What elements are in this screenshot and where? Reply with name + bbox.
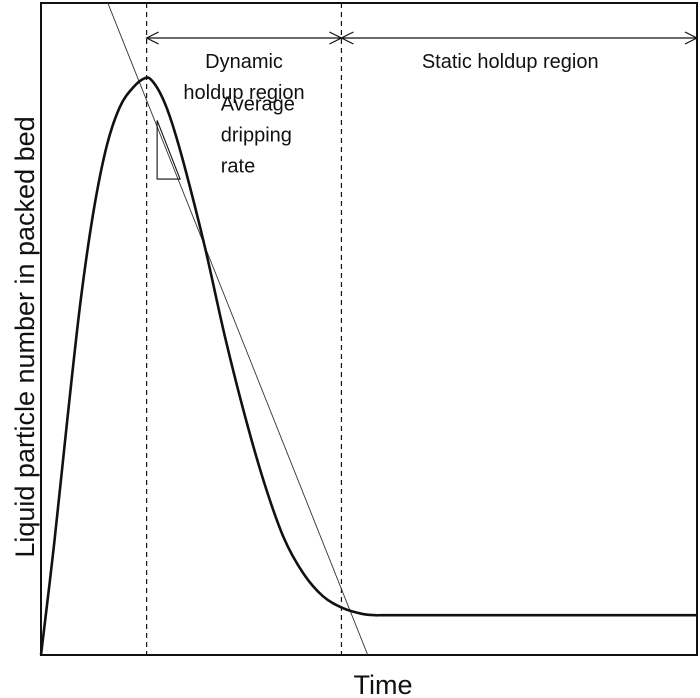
tangent-line <box>107 3 369 655</box>
annotation-line-1: Average <box>221 94 295 116</box>
y-axis-label: Liquid particle number in packed bed <box>10 116 40 557</box>
slope-marker-group <box>156 120 181 180</box>
region-arrow-head-right-2 <box>684 31 699 45</box>
region-arrow-head-left-1 <box>145 31 159 45</box>
annotation-line-2: dripping <box>221 125 292 147</box>
particle-number-curve <box>39 76 697 656</box>
annotation-line-3: rate <box>221 156 255 178</box>
plot-frame-group <box>40 2 698 656</box>
region-guides <box>145 3 699 655</box>
slope-triangle <box>156 120 181 180</box>
x-axis-label: Time <box>354 670 413 698</box>
region-label-1-line-2: holdup region <box>183 82 304 104</box>
plot-frame <box>40 2 698 656</box>
region-arrow-head-left-2 <box>340 31 354 45</box>
region-label-2-line-1: Static holdup region <box>422 51 599 73</box>
region-label-1-line-1: Dynamic <box>205 51 283 73</box>
series-group <box>39 3 697 656</box>
labels-group: Dynamic holdup region Static holdup region… <box>183 51 598 178</box>
